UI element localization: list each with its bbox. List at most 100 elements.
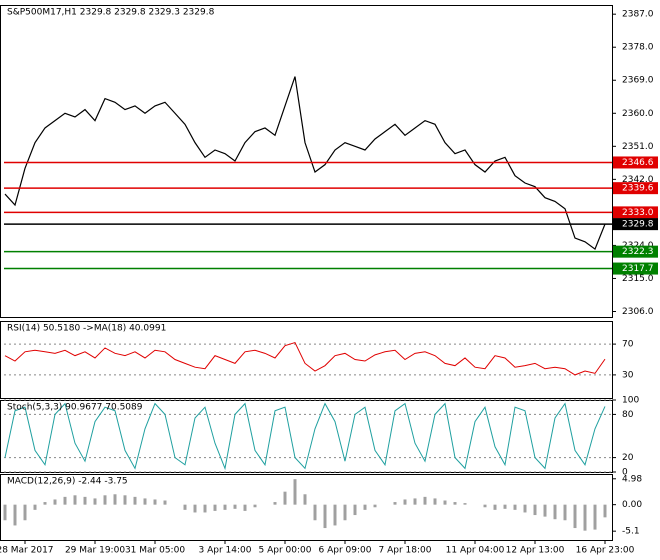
histogram-bar bbox=[413, 498, 417, 505]
histogram-bar bbox=[323, 504, 327, 529]
histogram-bar bbox=[433, 498, 437, 505]
histogram-bar bbox=[403, 499, 407, 505]
level-label: 2339.6 bbox=[622, 184, 654, 194]
panel-title: RSI(14) 50.5180 ->MA(18) 40.0991 bbox=[7, 324, 166, 334]
x-tick-label: 29 Mar 19:00 bbox=[65, 546, 125, 556]
panel-title: S&P500M17,H1 2329.8 2329.8 2329.3 2329.8 bbox=[7, 8, 215, 18]
histogram-bar bbox=[43, 502, 47, 505]
panel-frame bbox=[0, 400, 613, 473]
x-tick-label: 11 Apr 04:00 bbox=[446, 546, 505, 556]
x-tick-label: 31 Mar 05:00 bbox=[125, 546, 185, 556]
histogram-bar bbox=[503, 504, 507, 509]
histogram-bar bbox=[193, 504, 197, 513]
y-tick-label: 2369.0 bbox=[622, 76, 654, 86]
level-label: 2329.8 bbox=[622, 220, 654, 230]
histogram-bar bbox=[453, 502, 457, 505]
histogram-bar bbox=[73, 495, 77, 505]
x-tick-label: 12 Apr 13:00 bbox=[506, 546, 565, 556]
panel-frame bbox=[0, 321, 613, 399]
histogram-bar bbox=[243, 504, 247, 511]
x-tick-label: 6 Apr 09:00 bbox=[319, 546, 372, 556]
y-tick-label: 2387.0 bbox=[622, 10, 654, 20]
histogram-bar bbox=[83, 496, 87, 505]
y-tick-label: 0.00 bbox=[622, 500, 642, 510]
histogram-bar bbox=[253, 504, 257, 508]
histogram-bar bbox=[553, 504, 557, 520]
panel-frame bbox=[0, 474, 613, 541]
histogram-bar bbox=[23, 504, 27, 521]
histogram-bar bbox=[203, 504, 207, 513]
y-tick-label: 100 bbox=[622, 396, 639, 406]
histogram-bar bbox=[53, 499, 57, 505]
histogram-bar bbox=[483, 504, 487, 508]
histogram-bar bbox=[533, 504, 537, 516]
y-tick-label: 70 bbox=[622, 340, 634, 350]
histogram-bar bbox=[603, 504, 607, 518]
y-tick-label: 0 bbox=[622, 468, 628, 478]
histogram-bar bbox=[183, 504, 187, 510]
level-label: 2346.6 bbox=[622, 158, 654, 168]
histogram-bar bbox=[143, 498, 147, 505]
x-tick-label: 7 Apr 18:00 bbox=[379, 546, 432, 556]
histogram-bar bbox=[393, 502, 397, 505]
series-line bbox=[4, 76, 606, 251]
histogram-bar bbox=[563, 504, 567, 521]
y-tick-label: 2342.0 bbox=[622, 175, 654, 185]
y-tick-label: 2378.0 bbox=[622, 43, 654, 53]
histogram-bar bbox=[153, 499, 157, 505]
level-label-box bbox=[613, 206, 658, 219]
level-label-box bbox=[613, 218, 658, 231]
histogram-bar bbox=[273, 502, 277, 505]
level-label: 2333.0 bbox=[622, 208, 654, 218]
y-tick-label: 2351.0 bbox=[622, 142, 654, 152]
histogram-bar bbox=[333, 504, 337, 526]
histogram-bar bbox=[443, 500, 447, 505]
histogram-bar bbox=[423, 496, 427, 505]
histogram-bar bbox=[213, 504, 217, 511]
y-tick-label: 2306.0 bbox=[622, 307, 654, 317]
histogram-bar bbox=[523, 504, 527, 513]
level-label: 2317.7 bbox=[622, 264, 654, 274]
histogram-bar bbox=[63, 496, 67, 505]
histogram-bar bbox=[103, 495, 107, 505]
histogram-bar bbox=[33, 504, 37, 510]
series-line bbox=[4, 341, 606, 376]
histogram-bar bbox=[133, 496, 137, 505]
x-tick-label: 16 Apr 23:00 bbox=[576, 546, 635, 556]
panel-title: MACD(12,26,9) -2.44 -3.75 bbox=[7, 477, 128, 487]
level-label: 2322.3 bbox=[622, 247, 654, 257]
y-tick-label: 2315.0 bbox=[622, 274, 654, 284]
level-label-box bbox=[613, 262, 658, 275]
y-tick-label: 80 bbox=[622, 410, 634, 420]
y-tick-label: 4.98 bbox=[622, 474, 642, 484]
histogram-bar bbox=[363, 504, 367, 510]
histogram-bar bbox=[233, 504, 237, 509]
histogram-bar bbox=[223, 504, 227, 510]
histogram-bar bbox=[343, 504, 347, 521]
x-tick-label: 3 Apr 14:00 bbox=[199, 546, 252, 556]
histogram-bar bbox=[283, 491, 287, 505]
histogram-bar bbox=[573, 504, 577, 529]
y-tick-label: 30 bbox=[622, 370, 634, 380]
panel-frame bbox=[0, 5, 613, 318]
y-tick-label: -5.1 bbox=[622, 527, 640, 537]
histogram-bar bbox=[303, 494, 307, 505]
x-tick-label: 5 Apr 00:00 bbox=[259, 546, 312, 556]
histogram-bar bbox=[163, 500, 167, 505]
histogram-bar bbox=[3, 504, 7, 521]
histogram-bar bbox=[373, 504, 377, 508]
histogram-bar bbox=[313, 504, 317, 521]
series-line bbox=[4, 402, 606, 471]
histogram-bar bbox=[113, 494, 117, 505]
panel-title: Stoch(5,3,3) 90.9677 70.5089 bbox=[7, 403, 143, 413]
histogram-bar bbox=[593, 504, 597, 530]
y-tick-label: 20 bbox=[622, 453, 634, 463]
x-tick-label: 28 Mar 2017 bbox=[0, 546, 54, 556]
histogram-bar bbox=[493, 504, 497, 510]
histogram-bar bbox=[123, 495, 127, 505]
level-label-box bbox=[613, 156, 658, 169]
level-label-box bbox=[613, 245, 658, 258]
level-label-box bbox=[613, 182, 658, 195]
